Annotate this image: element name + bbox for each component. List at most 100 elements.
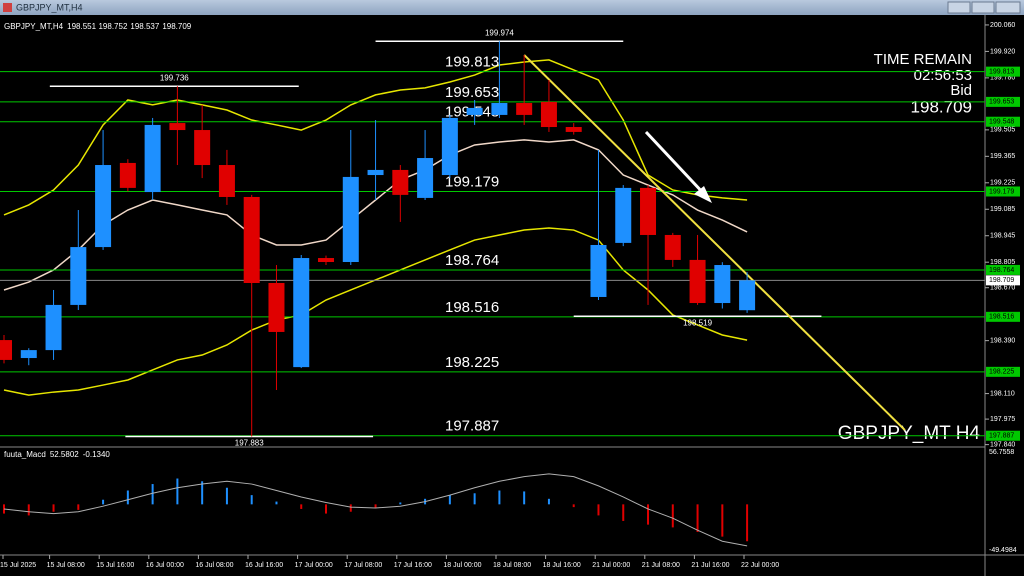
y-tick-label: 198.110 [990,390,1015,397]
x-tick-label: 15 Jul 08:00 [47,562,85,569]
candle-body [367,169,384,176]
minimize-button[interactable] [947,1,971,14]
candle-body [119,162,136,188]
level-badge [986,116,1020,127]
macd-signal [3,473,748,547]
level-label: 199.813 [445,54,499,71]
level-label: 199.653 [445,84,499,101]
x-tick-label: 16 Jul 08:00 [195,562,233,569]
y-tick-label: 198.945 [990,233,1015,240]
arrow-shaft [644,130,708,198]
chart-header: GBPJPY_MT,H4 198.551 198.752 198.537 198.709 [4,22,192,31]
window-title: GBPJPY_MT,H4 [16,2,83,12]
candle-body [441,117,458,176]
candle-body [565,127,582,132]
watermark: GBPJPY_MT H4 [838,423,981,444]
candle-body [293,258,310,368]
y-tick-label: 199.780 [990,75,1015,82]
candle-body [70,247,87,305]
y-tick-label: 199.505 [990,127,1015,134]
candle-body [516,103,533,115]
x-tick-label: 17 Jul 08:00 [344,562,382,569]
level-badge-label: 199.813 [989,68,1014,75]
x-tick-label: 15 Jul 16:00 [96,562,134,569]
macd-min-label: -49.4984 [989,547,1017,554]
candle-body [20,350,37,359]
macd-panel [3,473,749,547]
x-tick-label: 16 Jul 00:00 [146,562,184,569]
arrow-head [694,186,712,203]
y-tick-label: 199.365 [990,153,1015,160]
annotation-label: 199.736 [160,73,189,82]
y-tick-label: 197.840 [990,441,1015,448]
level-label: 198.764 [445,252,499,269]
level-badge [986,96,1020,107]
level-badge-label: 199.548 [989,119,1014,126]
x-tick-label: 18 Jul 00:00 [443,562,481,569]
candle-body [45,304,62,351]
candle-body [689,259,706,304]
y-tick-label: 199.225 [990,180,1015,187]
y-tick-label: 200.060 [990,22,1015,29]
level-label: 199.179 [445,173,499,190]
x-tick-label: 21 Jul 08:00 [642,562,680,569]
price-panel: 199.813199.653199.548199.179198.764198.5… [0,28,985,448]
y-tick-label: 199.085 [990,206,1015,213]
candle-body [640,187,657,235]
annotation-label: 198.519 [683,318,712,327]
candle-body [540,101,557,128]
candle-body [169,123,186,131]
bid-price: 198.709 [911,97,972,116]
candle-body [466,107,483,115]
candle-body [342,176,359,263]
bid-label: Bid [950,82,972,99]
candle-body [318,258,335,263]
window-icon [3,3,12,12]
maximize-button[interactable] [971,1,995,14]
annotation-label: 199.974 [485,28,514,37]
candle-body [417,158,434,198]
candle-body [739,280,756,311]
timer-label: TIME REMAIN [874,51,972,68]
candle-body [491,103,508,115]
candle-body [218,165,235,197]
x-tick-label: 22 Jul 00:00 [741,562,779,569]
title-bar [0,0,1024,15]
candle-body [144,124,161,193]
level-label: 198.225 [445,354,499,371]
level-label: 197.887 [445,418,499,435]
macd-max-label: 56.7558 [989,449,1014,456]
x-tick-label: 21 Jul 00:00 [592,562,630,569]
x-tick-label: 15 Jul 2025 [0,562,36,569]
level-badge-label: 199.179 [989,188,1014,195]
indicator-line [3,59,748,216]
x-tick-label: 18 Jul 08:00 [493,562,531,569]
x-tick-label: 17 Jul 00:00 [295,562,333,569]
level-badge-label: 198.764 [989,267,1014,274]
x-tick-label: 21 Jul 16:00 [691,562,729,569]
level-badge-label: 197.887 [989,433,1014,440]
candle-body [664,234,681,260]
close-button[interactable] [995,1,1021,14]
candle-body [392,169,409,195]
y-tick-label: 198.805 [990,259,1015,266]
candle-body [590,244,607,297]
level-badge [986,66,1020,77]
y-tick-label: 199.920 [990,48,1015,55]
level-badge [986,366,1020,377]
level-badge [986,311,1020,322]
level-badge [986,186,1020,197]
y-tick-label: 197.975 [990,416,1015,423]
x-tick-label: 18 Jul 16:00 [543,562,581,569]
trendline [523,54,906,431]
candle-body [615,187,632,243]
level-badge-label: 199.653 [989,99,1014,106]
annotation-label: 197.883 [235,439,264,448]
level-badge-label: 198.516 [989,314,1014,321]
candle-body [243,196,260,283]
level-badge-label: 198.225 [989,369,1014,376]
level-badge [986,430,1020,441]
candle-body [95,165,112,248]
